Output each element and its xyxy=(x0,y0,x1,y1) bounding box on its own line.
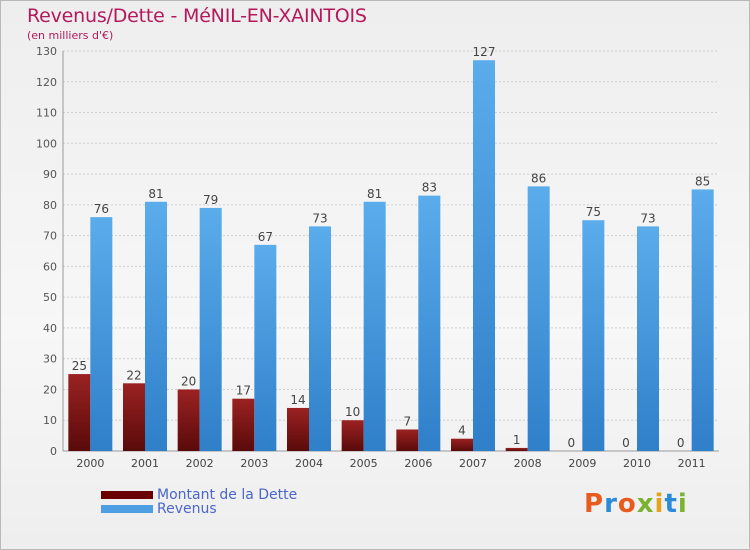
x-tick-label-2008: 2008 xyxy=(514,457,542,470)
data-label-revenus-2010: 73 xyxy=(640,211,655,225)
legend-label-dette: Montant de la Dette xyxy=(157,487,298,503)
bar-dette-2000 xyxy=(68,374,91,451)
data-label-revenus-2011: 85 xyxy=(695,174,710,188)
y-tick-label: 60 xyxy=(43,260,57,273)
data-label-dette-2002: 20 xyxy=(181,374,196,388)
bar-revenus-2004 xyxy=(309,226,331,451)
bar-revenus-2003 xyxy=(254,244,277,451)
x-axis-ticks: 2000 2001 2002 2003 2004 2005 2006 2007 2008 2009… xyxy=(76,457,705,470)
data-label-dette-2009: 0 xyxy=(568,436,576,450)
bar-revenus-2006 xyxy=(418,195,441,451)
data-label-dette-2011: 0 xyxy=(677,436,685,450)
legend-label-revenus: Revenus xyxy=(157,501,217,517)
bar-dette-2008 xyxy=(505,447,528,451)
x-tick-label-2006: 2006 xyxy=(404,457,432,470)
y-tick-label: 100 xyxy=(36,137,57,150)
y-tick-label: 70 xyxy=(43,230,57,243)
data-label-revenus-2007: 127 xyxy=(473,45,496,59)
data-label-dette-2007: 4 xyxy=(458,424,466,438)
x-tick-label-2003: 2003 xyxy=(240,457,268,470)
bar-dette-2002 xyxy=(177,389,200,451)
bar-dette-2001 xyxy=(123,383,145,451)
data-label-dette-2010: 0 xyxy=(622,436,630,450)
x-tick-label-2001: 2001 xyxy=(131,457,159,470)
bar-dette-2006 xyxy=(396,429,419,451)
bar-revenus-2010 xyxy=(637,226,659,451)
x-tick-label-2004: 2004 xyxy=(295,457,323,470)
data-label-revenus-2008: 86 xyxy=(531,171,546,185)
x-tick-label-2011: 2011 xyxy=(678,457,706,470)
bar-dette-2004 xyxy=(287,407,309,451)
data-label-revenus-2005: 81 xyxy=(367,187,382,201)
bar-dette-2003 xyxy=(232,398,255,451)
bar-dette-2007 xyxy=(451,438,473,451)
y-tick-label: 0 xyxy=(50,445,57,458)
data-label-dette-2003: 17 xyxy=(236,384,251,398)
x-tick-label-2002: 2002 xyxy=(186,457,214,470)
x-tick-label-2007: 2007 xyxy=(459,457,487,470)
y-tick-label: 80 xyxy=(43,199,57,212)
bar-revenus-2009 xyxy=(582,220,605,451)
x-tick-label-2000: 2000 xyxy=(76,457,104,470)
y-tick-label: 110 xyxy=(36,107,57,120)
bar-revenus-2005 xyxy=(363,201,386,451)
data-label-revenus-2001: 81 xyxy=(148,187,163,201)
data-label-dette-2008: 1 xyxy=(513,433,521,447)
y-tick-label: 20 xyxy=(43,383,57,396)
data-label-dette-2004: 14 xyxy=(290,393,305,407)
legend-item-dette: Montant de la Dette xyxy=(101,487,297,503)
bar-revenus-2001 xyxy=(145,201,167,451)
y-tick-label: 30 xyxy=(43,353,57,366)
chart-subtitle: (en milliers d'€) xyxy=(27,29,114,42)
data-label-dette-2006: 7 xyxy=(404,414,412,428)
bars: 25 76 22 81 20 79 17 67 14 73 10 81 7 83 4 127 1 86 0 75 0 73… xyxy=(68,45,714,451)
proxiti-logo: Proxiti xyxy=(584,489,688,519)
data-label-dette-2000: 25 xyxy=(72,359,87,373)
x-tick-label-2010: 2010 xyxy=(623,457,651,470)
chart-title: Revenus/Dette - MéNIL-EN-XAINTOIS xyxy=(27,5,367,27)
data-label-dette-2005: 10 xyxy=(345,405,360,419)
y-tick-label: 50 xyxy=(43,291,57,304)
data-label-dette-2001: 22 xyxy=(126,368,141,382)
bar-revenus-2000 xyxy=(90,217,113,451)
data-label-revenus-2004: 73 xyxy=(312,211,327,225)
y-axis-ticks: 0 10 20 30 40 50 60 70 80 90 100 110 120 130 xyxy=(36,45,57,458)
data-label-revenus-2002: 79 xyxy=(203,193,218,207)
y-tick-label: 40 xyxy=(43,322,57,335)
legend-swatch-revenus xyxy=(101,505,153,513)
bar-revenus-2007 xyxy=(473,60,495,451)
y-tick-label: 90 xyxy=(43,168,57,181)
y-tick-label: 10 xyxy=(43,414,57,427)
x-tick-label-2009: 2009 xyxy=(568,457,596,470)
legend-swatch-dette xyxy=(101,491,153,499)
x-tick-label-2005: 2005 xyxy=(350,457,378,470)
data-label-revenus-2000: 76 xyxy=(94,202,109,216)
bar-revenus-2002 xyxy=(199,207,222,451)
bar-dette-2005 xyxy=(341,420,364,451)
bar-revenus-2011 xyxy=(691,189,714,451)
legend-item-revenus: Revenus xyxy=(101,501,217,517)
data-label-revenus-2003: 67 xyxy=(258,230,273,244)
gridlines xyxy=(62,50,719,452)
data-label-revenus-2009: 75 xyxy=(586,205,601,219)
y-tick-label: 130 xyxy=(36,45,57,58)
y-tick-label: 120 xyxy=(36,76,57,89)
data-label-revenus-2006: 83 xyxy=(422,181,437,195)
bar-revenus-2008 xyxy=(527,186,550,451)
